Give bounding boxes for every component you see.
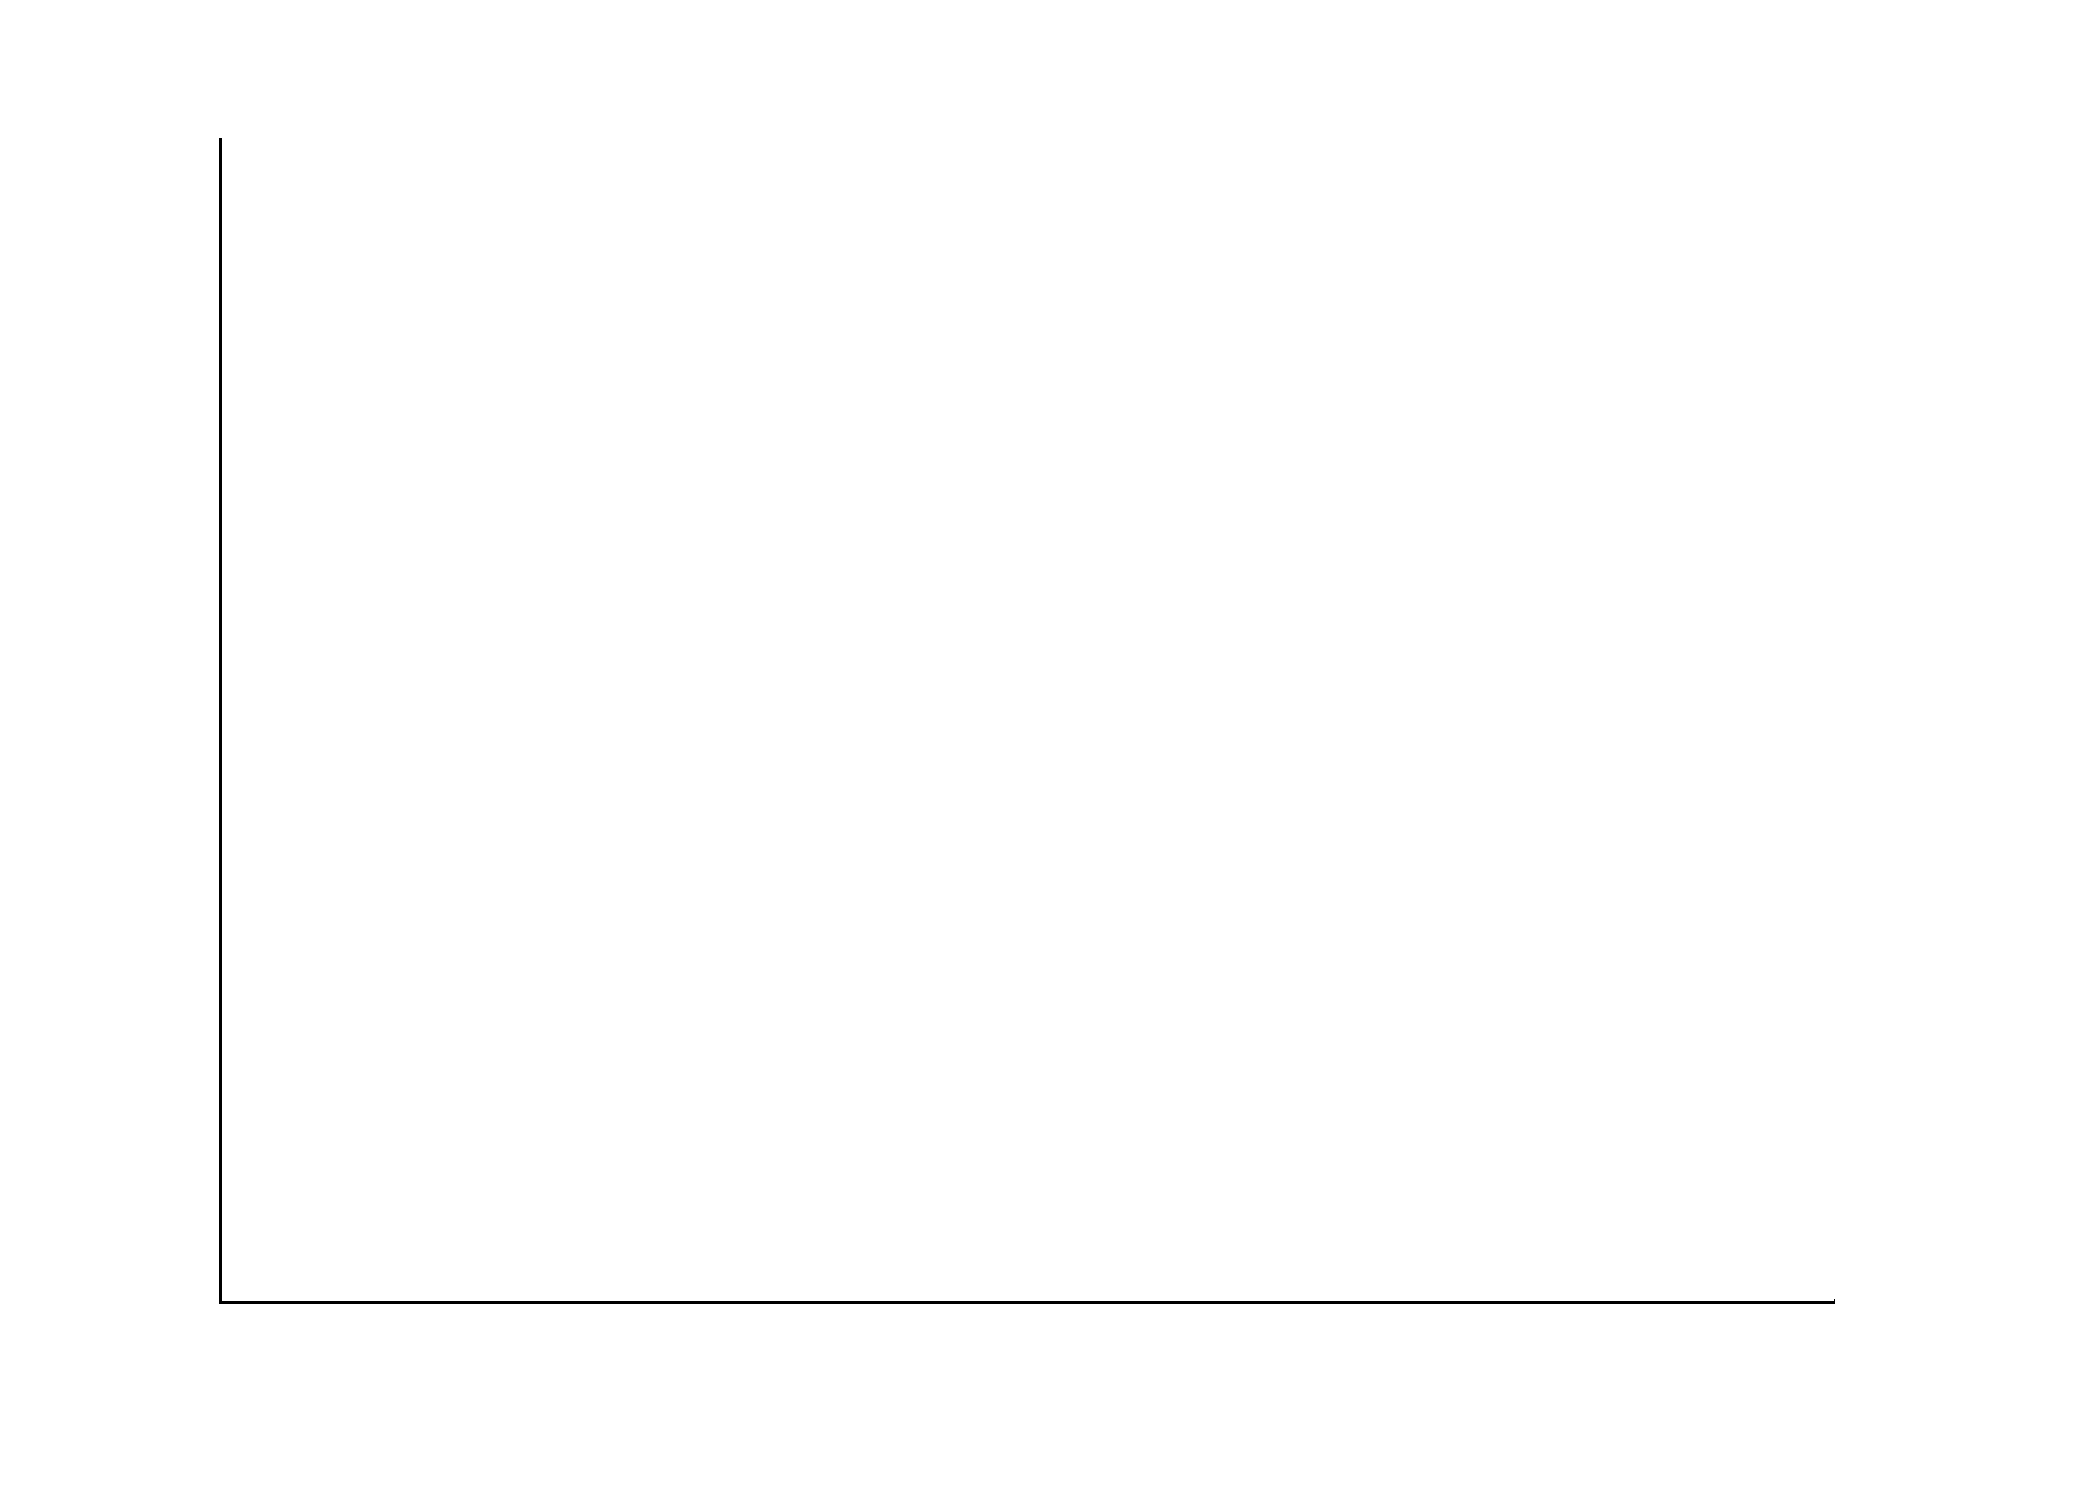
- plot-panel: [222, 138, 1834, 1301]
- colorbar-legend: [1900, 570, 2090, 900]
- x-axis-line: [219, 1299, 1835, 1304]
- page-title: [0, 24, 2060, 82]
- x-axis-title: [0, 1372, 2060, 1427]
- y-axis-line: [219, 138, 224, 1304]
- colorbar-gradient: [1905, 577, 1957, 889]
- scatter-points-layer: [222, 138, 1834, 1301]
